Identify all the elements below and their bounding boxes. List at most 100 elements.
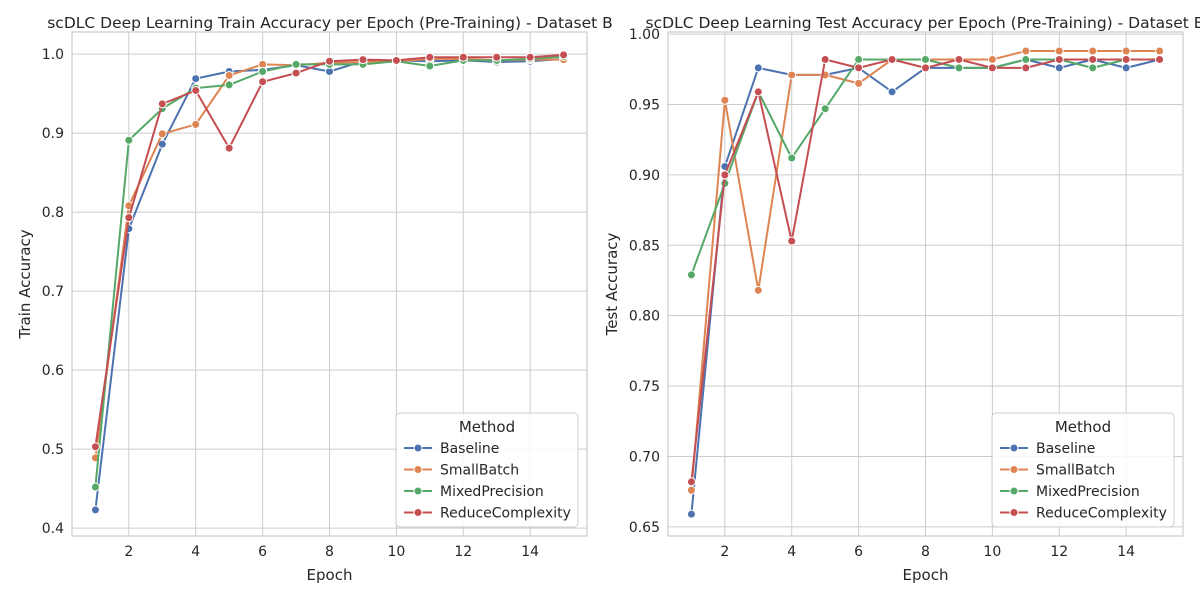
data-point-reducecomplexity [1021,63,1031,73]
x-tick-label: 2 [720,544,729,560]
data-point-reducecomplexity [987,63,997,73]
data-point-mixedprecision [258,66,268,76]
data-point-mixedprecision [124,135,134,145]
x-tick-label: 10 [387,544,405,560]
x-tick-label: 4 [787,544,796,560]
data-point-reducecomplexity [1121,54,1131,64]
data-point-baseline [191,74,201,84]
data-point-smallbatch [720,95,730,105]
data-point-baseline [1121,63,1131,73]
legend-entry: ReduceComplexity [440,506,571,522]
legend-swatch-marker [1009,486,1019,496]
data-point-reducecomplexity [720,170,730,180]
legend-entry: MixedPrecision [440,484,544,500]
legend-box [991,412,1175,528]
data-point-smallbatch [1088,46,1098,56]
chart-title: scDLC Deep Learning Train Accuracy per E… [47,14,613,32]
y-tick-label: 0.8 [42,205,64,221]
data-point-reducecomplexity [157,99,167,109]
data-point-reducecomplexity [191,85,201,95]
legend-swatch-marker [413,443,423,453]
y-tick-label: 0.65 [629,520,660,536]
data-point-baseline [887,87,897,97]
legend-swatch-marker [413,486,423,496]
legend-entry: Baseline [440,441,499,457]
data-point-smallbatch [1155,46,1165,56]
data-point-reducecomplexity [921,63,930,73]
legend-entry: SmallBatch [440,463,519,479]
x-tick-label: 2 [124,544,133,560]
y-tick-label: 0.85 [629,238,660,254]
x-tick-label: 14 [521,544,539,560]
data-point-reducecomplexity [854,63,864,73]
legend-swatch-marker [413,465,423,474]
y-axis-label: Train Accuracy [16,229,34,339]
y-axis-label: Test Accuracy [603,232,621,336]
data-point-reducecomplexity [325,56,334,66]
y-tick-label: 0.80 [629,309,660,325]
data-point-reducecomplexity [887,54,897,64]
x-tick-label: 6 [854,544,863,560]
legend-swatch-marker [1009,443,1019,453]
data-point-smallbatch [157,129,167,139]
data-point-smallbatch [1054,46,1064,56]
data-point-mixedprecision [921,54,930,64]
x-tick-label: 8 [325,544,334,560]
x-tick-label: 10 [983,544,1001,560]
y-tick-label: 0.4 [42,521,64,537]
data-point-smallbatch [1021,46,1031,56]
legend-entry: MixedPrecision [1036,484,1140,500]
data-point-mixedprecision [787,153,797,163]
y-tick-label: 0.7 [42,284,64,300]
data-point-reducecomplexity [686,477,696,487]
data-point-reducecomplexity [1088,54,1098,64]
data-point-reducecomplexity [90,442,100,452]
x-tick-label: 4 [191,544,200,560]
legend-swatch-marker [1009,508,1019,517]
data-point-baseline [753,63,763,73]
train-accuracy-chart: 2 4 6 8 10 12 14 0.4 0.5 0.6 0.7 0.8 0.9 1.0 scDLC Dee… [16,14,613,584]
y-tick-label: 1.0 [42,47,64,63]
data-point-reducecomplexity [1054,54,1064,64]
data-point-mixedprecision [854,54,864,64]
y-tick-label: 1.00 [629,27,660,43]
data-point-baseline [686,509,696,519]
data-point-reducecomplexity [458,52,468,62]
plot-frame [667,31,1184,537]
y-tick-label: 0.9 [42,126,64,142]
legend-title: Method [459,418,515,436]
data-point-reducecomplexity [787,236,797,246]
legend-swatch-marker [1009,465,1019,474]
legend-swatch-marker [413,508,423,517]
data-point-reducecomplexity [1155,54,1165,64]
data-point-smallbatch [854,78,864,88]
data-point-mixedprecision [90,482,100,492]
legend-box [395,412,579,528]
data-point-mixedprecision [291,59,301,69]
legend: Method Baseline SmallBatch MixedPrecision Re… [395,412,579,528]
data-point-reducecomplexity [559,50,569,60]
y-tick-label: 0.95 [629,98,660,114]
data-point-reducecomplexity [425,52,435,62]
data-point-mixedprecision [425,61,435,71]
data-point-smallbatch [787,70,797,80]
data-point-reducecomplexity [753,87,763,97]
y-tick-label: 0.75 [629,379,660,395]
legend-entry: ReduceComplexity [1036,506,1167,522]
plot-frame [71,31,588,537]
data-point-mixedprecision [224,80,234,90]
data-point-mixedprecision [1021,54,1031,64]
data-point-reducecomplexity [525,52,535,62]
data-point-reducecomplexity [291,68,301,78]
data-point-baseline [90,505,100,515]
legend-title: Method [1055,418,1111,436]
x-tick-label: 12 [454,544,472,560]
test-accuracy-chart: 2 4 6 8 10 12 14 0.65 0.70 0.75 0.80 0.85 0.90 0.95 1.… [603,14,1200,584]
x-axis-label: Epoch [307,566,353,584]
data-point-reducecomplexity [954,54,964,64]
chart-title: scDLC Deep Learning Test Accuracy per Ep… [646,14,1200,32]
data-point-reducecomplexity [820,54,830,64]
y-tick-label: 0.70 [629,449,660,465]
data-point-smallbatch [191,119,201,129]
